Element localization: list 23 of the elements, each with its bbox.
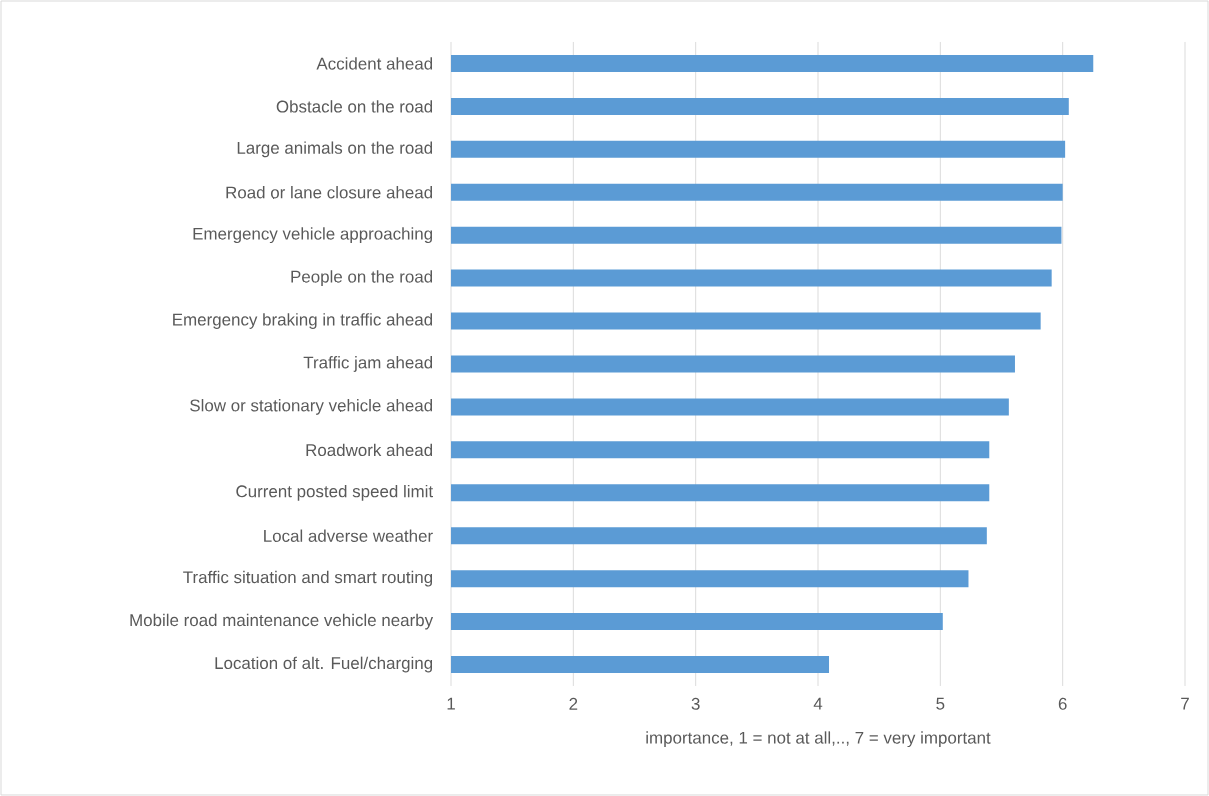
y-tick-label: Emergency braking in traffic ahead [173, 313, 433, 329]
y-tick-label: Location of alt. Fuel/charging [215, 656, 433, 673]
x-tick-label: 2 [569, 697, 578, 710]
x-tick-label: 1 [447, 697, 455, 710]
y-tick-label: Accident ahead [316, 57, 433, 70]
x-tick-label: 3 [691, 697, 700, 710]
y-tick-label: Obstacle on the road [276, 100, 433, 113]
y-tick-label: Current posted speed limit [236, 484, 433, 501]
x-axis-title: importance, 1 = not at all,.., 7 = very important [646, 731, 991, 748]
y-tick-label: Local adverse weather [264, 529, 433, 542]
y-tick-label: Road or lane closure ahead [226, 186, 433, 199]
y-tick-label: Traffic situation and smart routing [183, 570, 433, 587]
y-tick-label: Roadwork ahead [306, 443, 433, 457]
y-tick-label: Emergency vehicle approaching [193, 227, 433, 244]
x-tick-label: 4 [813, 697, 823, 710]
y-tick-label: Traffic jam ahead [303, 356, 433, 372]
x-tick-label: 6 [1058, 697, 1067, 710]
x-tick-label: 5 [936, 697, 945, 710]
y-tick-label: Slow or stationary vehicle ahead [190, 399, 433, 415]
y-tick-label: People on the road [291, 270, 433, 287]
y-tick-label: Large animals on the road [237, 141, 433, 158]
y-tick-label: Mobile road maintenance vehicle nearby [130, 613, 434, 630]
x-tick-label: 7 [1181, 697, 1189, 710]
